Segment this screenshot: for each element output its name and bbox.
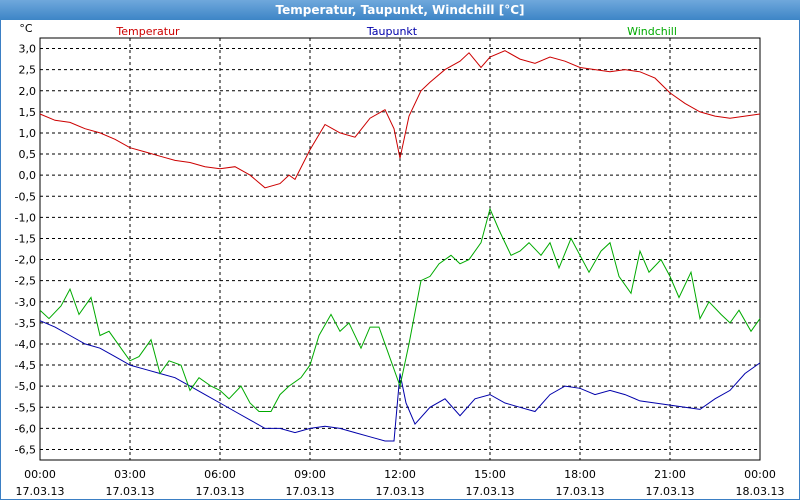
y-tick-label: -4,5 [15, 359, 36, 372]
y-tick-label: 1,5 [19, 106, 37, 119]
x-tick-time-label: 00:00 [744, 468, 776, 481]
x-tick-time-label: 18:00 [564, 468, 596, 481]
x-tick-date-label: 17.03.13 [646, 485, 695, 498]
y-tick-label: -5,0 [15, 380, 36, 393]
y-tick-label: -6,5 [15, 443, 36, 456]
y-tick-label: -0,5 [15, 190, 36, 203]
legend-label-windchill: Windchill [627, 25, 677, 38]
x-tick-date-label: 17.03.13 [196, 485, 245, 498]
y-tick-label: -1,0 [15, 211, 36, 224]
x-tick-date-label: 17.03.13 [466, 485, 515, 498]
y-tick-label: 0,5 [19, 148, 37, 161]
y-axis-unit: °C [19, 22, 33, 35]
y-tick-label: 3,0 [19, 43, 37, 56]
y-tick-label: -6,0 [15, 422, 36, 435]
y-tick-label: -3,5 [15, 317, 36, 330]
x-tick-time-label: 15:00 [474, 468, 506, 481]
y-tick-label: -3,0 [15, 296, 36, 309]
y-tick-label: 0,0 [19, 169, 37, 182]
y-tick-label: 2,0 [19, 85, 37, 98]
legend-label-temperatur: Temperatur [115, 25, 180, 38]
y-tick-label: 1,0 [19, 127, 37, 140]
series-line-temperatur [39, 50, 761, 189]
y-tick-label: -2,0 [15, 254, 36, 267]
x-tick-date-label: 17.03.13 [376, 485, 425, 498]
x-tick-time-label: 00:00 [24, 468, 56, 481]
x-tick-date-label: 18.03.13 [736, 485, 785, 498]
y-tick-label: -1,5 [15, 232, 36, 245]
series-line-windchill [39, 207, 761, 412]
window-title: Temperatur, Taupunkt, Windchill [°C] [275, 3, 525, 17]
window-titlebar: Temperatur, Taupunkt, Windchill [°C] [0, 0, 800, 20]
x-tick-time-label: 03:00 [114, 468, 146, 481]
x-tick-time-label: 06:00 [204, 468, 236, 481]
x-tick-date-label: 17.03.13 [106, 485, 155, 498]
x-tick-date-label: 17.03.13 [286, 485, 335, 498]
y-tick-label: -2,5 [15, 275, 36, 288]
x-tick-time-label: 21:00 [654, 468, 686, 481]
x-tick-date-label: 17.03.13 [16, 485, 65, 498]
series-line-taupunkt [39, 320, 761, 442]
x-tick-time-label: 09:00 [294, 468, 326, 481]
y-tick-label: 2,5 [19, 64, 37, 77]
x-tick-time-label: 12:00 [384, 468, 416, 481]
x-tick-date-label: 17.03.13 [556, 485, 605, 498]
y-tick-label: -4,0 [15, 338, 36, 351]
legend-label-taupunkt: Taupunkt [366, 25, 418, 38]
y-tick-label: -5,5 [15, 401, 36, 414]
